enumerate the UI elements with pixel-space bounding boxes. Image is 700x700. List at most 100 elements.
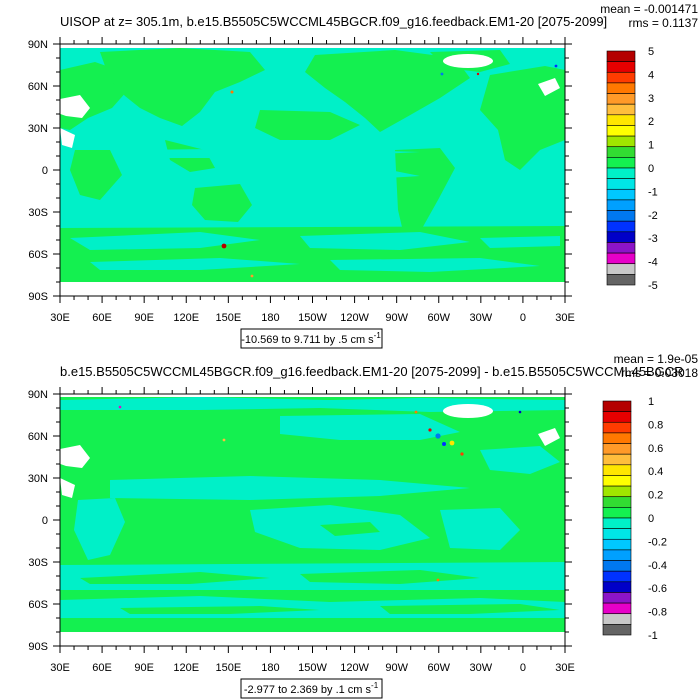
colorbar-label: -4 xyxy=(648,257,658,269)
x-tick-label: 150E xyxy=(215,312,241,324)
panel-2-axes: 30E 60E 90E 120E 150E 180 150W 120W 90W 60W 30W 0 30… xyxy=(28,387,575,674)
colorbar-swatch xyxy=(602,602,632,615)
y-tick-label: 90N xyxy=(28,389,48,401)
panel-2-rms: rms = 0.03018 xyxy=(621,366,698,380)
y-tick-label: 30N xyxy=(28,473,48,485)
colorbar-swatch xyxy=(606,199,636,211)
colorbar-swatch xyxy=(606,220,636,233)
colorbar-swatch xyxy=(602,411,632,423)
colorbar-swatch xyxy=(602,528,632,540)
panel-1-rms: rms = 0.1137 xyxy=(629,16,699,30)
y-tick-label: 30S xyxy=(28,207,48,219)
y-tick-label: 0 xyxy=(42,165,48,177)
x-tick-label: 60W xyxy=(427,312,450,324)
colorbar-swatch xyxy=(602,581,632,593)
x-tick-label: 60W xyxy=(427,662,450,674)
x-tick-label: 90W xyxy=(385,312,408,324)
colorbar-label: 3 xyxy=(648,93,654,105)
colorbar-label: -5 xyxy=(648,280,658,292)
x-tick-label: 120W xyxy=(340,312,369,324)
y-tick-label: 0 xyxy=(42,515,48,527)
colorbar-swatch xyxy=(602,624,632,636)
colorbar-swatch xyxy=(602,453,632,466)
colorbar-label: 0.4 xyxy=(648,466,663,478)
colorbar-label: 0 xyxy=(648,163,654,175)
colorbar-label: -0.6 xyxy=(648,583,667,595)
colorbar-swatch xyxy=(602,538,632,551)
y-tick-label: 60S xyxy=(28,599,48,611)
x-tick-label: 180 xyxy=(261,312,279,324)
panel-2-mean: mean = 1.9e-05 xyxy=(614,352,699,366)
y-tick-label: 30N xyxy=(28,123,48,135)
x-tick-label: 120E xyxy=(173,662,199,674)
colorbar-label: 0 xyxy=(648,513,654,525)
x-tick-label: 60E xyxy=(92,662,112,674)
y-tick-label: 90N xyxy=(28,39,48,51)
x-tick-label: 120E xyxy=(173,312,199,324)
panel-1-field xyxy=(60,44,565,296)
panel-2-title: b.e15.B5505C5WCCML45BGCR.f09_g16.feedbac… xyxy=(60,364,684,379)
colorbar-swatch xyxy=(606,242,636,254)
colorbar-swatch xyxy=(602,475,632,487)
colorbar-swatch xyxy=(606,103,636,116)
x-tick-label: 120W xyxy=(340,662,369,674)
colorbar-swatch xyxy=(606,178,636,190)
colorbar-label: 1 xyxy=(648,396,654,408)
colorbar-swatch xyxy=(606,135,636,148)
colorbar-swatch xyxy=(602,400,632,412)
colorbar-label: 0.8 xyxy=(648,419,663,431)
colorbar-swatch xyxy=(606,157,636,169)
x-tick-label: 180 xyxy=(261,662,279,674)
panel-1-mean: mean = -0.001471 xyxy=(600,2,698,16)
panel-2-range-label: -2.977 to 2.369 by .1 cm s-1 xyxy=(244,681,379,696)
colorbar-swatch xyxy=(606,82,636,94)
colorbar-label: -2 xyxy=(648,210,658,222)
colorbar-swatch xyxy=(602,485,632,498)
colorbar-label: 0.2 xyxy=(648,490,663,502)
colorbar-swatch xyxy=(606,125,636,137)
panel-1-colorbar: 5 4 3 2 1 0 -1 -2 -3 -4 -5 xyxy=(606,46,658,292)
colorbar-label: -0.2 xyxy=(648,536,667,548)
colorbar-swatch xyxy=(602,496,632,508)
panel-1-range-box xyxy=(240,328,383,349)
colorbar-swatch xyxy=(602,549,632,561)
colorbar-label: -0.4 xyxy=(648,560,667,572)
colorbar-swatch xyxy=(606,252,636,265)
x-tick-label: 150W xyxy=(298,662,327,674)
colorbar-swatch xyxy=(606,231,636,243)
colorbar-swatch xyxy=(606,61,636,73)
colorbar-label: -3 xyxy=(648,233,658,245)
panel-1: UISOP at z= 305.1m, b.e15.B5505C5WCCML45… xyxy=(28,2,699,349)
x-tick-label: 30E xyxy=(50,662,70,674)
x-tick-label: 30W xyxy=(470,662,493,674)
x-tick-label: 90E xyxy=(134,662,154,674)
x-tick-label: 30E xyxy=(555,662,575,674)
colorbar-swatch xyxy=(602,432,632,444)
panel-2-field xyxy=(60,394,565,646)
panel-1-range-label: -10.569 to 9.711 by .5 cm s-1 xyxy=(241,331,381,346)
x-tick-label: 60E xyxy=(92,312,112,324)
y-tick-label: 60S xyxy=(28,249,48,261)
colorbar-swatch xyxy=(606,274,636,286)
colorbar-swatch xyxy=(602,592,632,604)
y-tick-label: 60N xyxy=(28,431,48,443)
colorbar-swatch xyxy=(606,263,636,275)
x-tick-label: 30W xyxy=(470,312,493,324)
x-tick-label: 30E xyxy=(50,312,70,324)
x-tick-label: 0 xyxy=(520,312,526,324)
colorbar-swatch xyxy=(602,570,632,583)
colorbar-swatch xyxy=(602,560,632,572)
colorbar-label: -0.8 xyxy=(648,607,667,619)
colorbar-swatch xyxy=(606,188,636,201)
colorbar-swatch xyxy=(606,71,636,84)
colorbar-swatch xyxy=(606,50,636,62)
colorbar-swatch xyxy=(602,507,632,519)
colorbar-swatch xyxy=(602,464,632,476)
colorbar-label: -1 xyxy=(648,630,658,642)
colorbar-label: 1 xyxy=(648,140,654,152)
y-tick-label: 90S xyxy=(28,291,48,303)
colorbar-swatch xyxy=(602,613,632,625)
colorbar-swatch xyxy=(602,443,632,455)
x-tick-label: 90E xyxy=(134,312,154,324)
colorbar-swatch xyxy=(606,146,636,158)
